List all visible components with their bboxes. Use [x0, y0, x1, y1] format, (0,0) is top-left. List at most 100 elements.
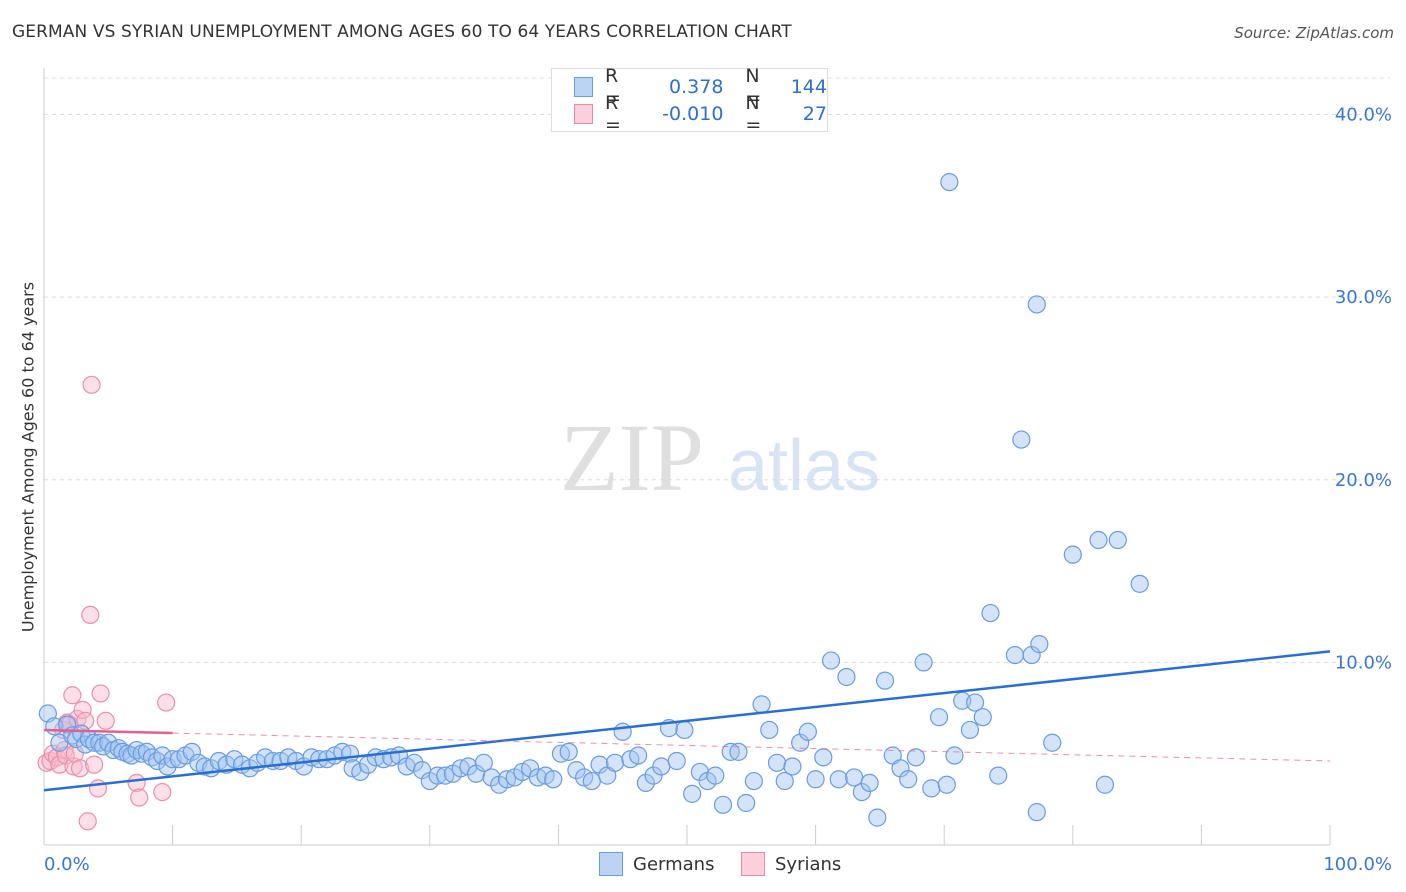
syrian-point [78, 812, 97, 831]
german-point [721, 742, 740, 761]
german-point [58, 715, 77, 734]
legend-swatch-germans-bottom [599, 852, 623, 876]
legend-n-label: N = [745, 92, 762, 136]
legend-row-germans: R = 0.378 N = 144 [552, 65, 827, 109]
german-point [544, 770, 563, 789]
german-point [85, 733, 104, 752]
legend-syrians-label: Syrians [775, 853, 842, 875]
german-point [852, 782, 871, 802]
german-point [929, 708, 949, 727]
german-point [405, 753, 424, 772]
legend-r-value: 0.378 [669, 76, 724, 98]
german-point [482, 768, 501, 787]
syrian-point [157, 693, 176, 712]
syrian-trend-line-dashed [172, 732, 1331, 762]
tick-labels: 10.0% 20.0% 30.0% 40.0% 0.0% 100.0% [44, 105, 1392, 875]
german-point [613, 722, 632, 741]
german-point [989, 766, 1008, 785]
german-point [706, 766, 725, 785]
german-point [521, 759, 540, 778]
x-tick-label: 0.0% [44, 854, 90, 875]
german-point [945, 746, 964, 765]
german-point [1108, 530, 1127, 550]
german-point [814, 748, 833, 767]
german-point [829, 770, 848, 789]
german-point [1130, 574, 1149, 593]
german-point [652, 757, 671, 776]
y-tick-label: 10.0% [1335, 652, 1392, 673]
legend-swatch-germans [574, 77, 593, 97]
watermark: ZIP atlas [560, 404, 880, 511]
legend-r-label: R = [604, 92, 621, 136]
german-point [783, 757, 802, 776]
german-point [752, 695, 771, 714]
german-point [182, 742, 201, 761]
legend-swatch-syrians [574, 104, 593, 124]
german-point [582, 771, 601, 791]
y-tick-label: 40.0% [1335, 105, 1392, 126]
german-point [922, 779, 941, 798]
german-point [937, 775, 956, 794]
german-point [459, 757, 478, 776]
german-point [837, 667, 856, 687]
german-point [1063, 545, 1082, 564]
german-point [1095, 775, 1115, 794]
german-point [1089, 530, 1108, 550]
german-point [868, 808, 887, 827]
german-point [636, 773, 655, 793]
german-point [965, 693, 985, 712]
watermark-atlas: atlas [728, 426, 880, 506]
german-point [675, 720, 694, 740]
trend-lines [43, 650, 1331, 792]
syrian-point [81, 605, 100, 625]
syrian-point [73, 700, 92, 719]
german-trend-line [43, 650, 1331, 792]
german-point [683, 784, 702, 803]
legend-n-label: N = [745, 65, 762, 109]
german-point [690, 762, 709, 782]
german-point [744, 771, 763, 791]
german-point [351, 762, 370, 782]
syrian-point [47, 748, 66, 767]
source-label: Source: ZipAtlas.com [1234, 24, 1394, 42]
german-point [629, 746, 648, 765]
german-point [821, 651, 841, 670]
legend-germans-label: Germans [633, 853, 715, 875]
german-point [798, 722, 817, 741]
german-point [973, 708, 992, 727]
german-point [474, 753, 493, 772]
german-point [960, 720, 980, 740]
y-tick-label: 30.0% [1335, 287, 1392, 308]
german-point [860, 773, 879, 793]
german-point [1043, 733, 1062, 752]
syrian-point [82, 375, 101, 394]
legend-r-value: -0.010 [662, 103, 724, 125]
legend-n-value: 144 [790, 76, 827, 98]
german-point [713, 795, 733, 814]
syrian-point [91, 684, 110, 703]
german-point [914, 653, 933, 672]
legend-r-label: R = [604, 65, 621, 109]
syrian-point [85, 755, 104, 774]
watermark-zip: ZIP [560, 404, 704, 511]
german-point [644, 766, 663, 785]
syrian-point [130, 788, 149, 807]
german-point [940, 172, 959, 192]
syrian-point [63, 686, 82, 705]
german-point [137, 742, 156, 761]
german-point [1012, 430, 1031, 449]
syrian-point [88, 779, 108, 798]
german-point [899, 770, 918, 789]
german-point [729, 742, 748, 761]
axes [43, 68, 1331, 846]
correlation-legend: R = 0.378 N = 144 R = -0.010 N = 27 [551, 65, 828, 136]
legend-n-value: 27 [802, 103, 827, 125]
german-point [906, 748, 926, 767]
german-point [806, 770, 825, 789]
german-point [1027, 295, 1046, 314]
x-tick-label: 100.0% [1323, 854, 1392, 875]
german-point [428, 766, 447, 785]
german-point [667, 751, 686, 771]
gridlines [44, 77, 1390, 663]
legend-swatch-syrians-bottom [741, 852, 765, 876]
